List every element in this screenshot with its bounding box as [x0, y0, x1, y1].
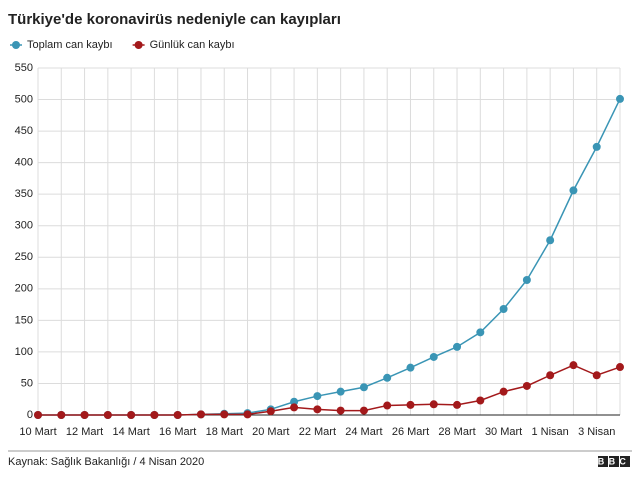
y-tick-label: 100: [15, 346, 33, 358]
data-point: [290, 403, 299, 412]
data-point: [569, 361, 578, 370]
y-tick-label: 550: [15, 62, 33, 74]
data-point: [383, 401, 392, 410]
data-point: [127, 411, 136, 419]
y-tick-label: 400: [15, 157, 33, 169]
data-point: [546, 236, 555, 245]
y-tick-label: 500: [15, 93, 33, 105]
x-tick-label: 30 Mart: [485, 426, 522, 438]
x-tick-label: 20 Mart: [252, 426, 289, 438]
x-tick-label: 16 Mart: [159, 426, 196, 438]
data-point: [616, 363, 624, 372]
logo-box: [598, 456, 608, 467]
data-point: [406, 400, 415, 409]
data-point: [476, 328, 485, 337]
x-tick-label: 22 Mart: [299, 426, 336, 438]
y-tick-label: 250: [15, 251, 33, 263]
x-tick-label: 10 Mart: [19, 426, 56, 438]
data-point: [522, 381, 531, 390]
x-tick-label: 12 Mart: [66, 426, 103, 438]
data-point: [80, 411, 89, 419]
y-tick-label: 0: [27, 409, 33, 421]
data-point: [569, 186, 578, 195]
series-line: [38, 364, 621, 416]
data-point: [220, 410, 229, 419]
data-point: [313, 392, 322, 401]
data-point: [173, 411, 182, 419]
data-point: [592, 371, 601, 380]
x-tick-label: 3 Nisan: [578, 426, 615, 438]
data-point: [499, 305, 508, 314]
data-point: [453, 342, 462, 351]
data-point: [57, 411, 66, 419]
x-tick-label: 24 Mart: [345, 426, 382, 438]
data-point: [150, 411, 159, 419]
logo-box: [620, 456, 630, 467]
y-tick-label: 450: [15, 125, 33, 137]
x-tick-label: 1 Nisan: [532, 426, 569, 438]
data-point: [429, 400, 438, 409]
data-point: [453, 400, 462, 409]
data-point: [592, 142, 601, 151]
data-point: [359, 406, 368, 415]
data-point: [313, 405, 322, 414]
data-point: [336, 406, 345, 415]
data-point: [336, 387, 345, 396]
y-tick-label: 200: [15, 283, 33, 295]
data-point: [266, 407, 275, 416]
source: Kaynak: Sağlık Bakanlığı / 4 Nisan 2020: [8, 456, 204, 468]
x-tick-label: 14 Mart: [112, 426, 149, 438]
data-point: [359, 383, 368, 392]
data-point: [546, 371, 555, 380]
data-point: [522, 275, 531, 284]
chart-title: Türkiye'de koronavirüs nedeniyle can kay…: [8, 11, 341, 28]
y-tick-label: 300: [15, 220, 33, 232]
data-point: [429, 352, 438, 361]
data-point: [243, 410, 252, 419]
data-point: [616, 94, 624, 103]
data-point: [383, 373, 392, 382]
y-tick-label: 50: [21, 377, 33, 389]
data-point: [196, 410, 205, 419]
legend-label: Toplam can kaybı: [27, 39, 113, 51]
data-point: [34, 411, 42, 419]
y-tick-label: 150: [15, 314, 33, 326]
legend-label: Günlük can kaybı: [150, 39, 235, 51]
logo: BBC: [598, 456, 630, 466]
data-point: [499, 387, 508, 396]
y-tick-label: 350: [15, 188, 33, 200]
logo-box: [609, 456, 619, 467]
x-tick-label: 26 Mart: [392, 426, 429, 438]
x-tick-label: 18 Mart: [206, 426, 243, 438]
data-point: [476, 396, 485, 405]
data-point: [290, 397, 299, 406]
x-tick-label: 28 Mart: [438, 426, 475, 438]
data-point: [406, 363, 415, 372]
data-point: [103, 411, 112, 419]
